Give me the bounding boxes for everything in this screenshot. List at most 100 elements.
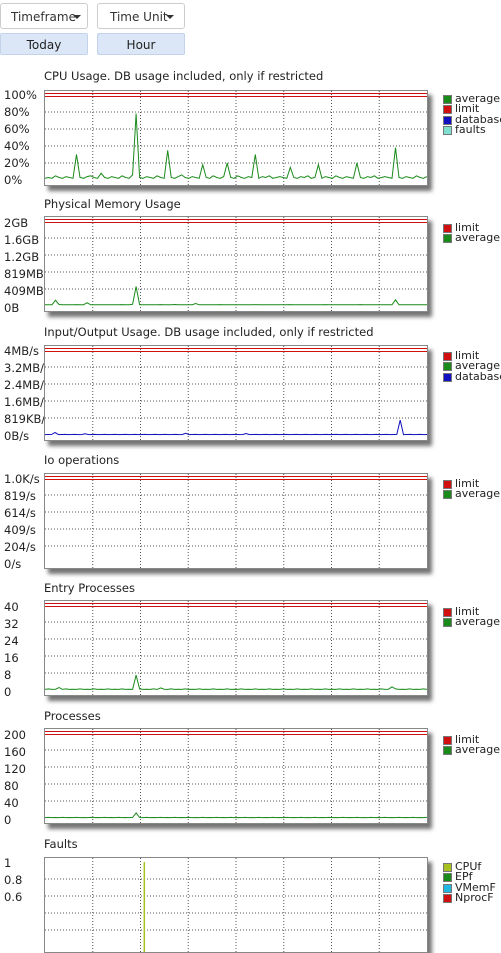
legend-label: average: [455, 487, 501, 501]
chart-4-y-tick-label: 1.0K/s: [4, 472, 40, 486]
chart-7-y-tick-label: 0.6: [4, 890, 23, 904]
chart-6-y-tick-label: 200: [4, 728, 26, 742]
chart-4-y-tick-label: 0/s: [4, 557, 22, 571]
chart-5-y-tick-label: 0: [4, 685, 12, 699]
legend-swatch: [443, 125, 452, 135]
legend-item-average: average: [443, 487, 501, 501]
legend-item-limit: limit: [443, 222, 500, 233]
legend-label: average: [455, 231, 501, 245]
legend-item-average: average: [443, 743, 501, 757]
legend-label: limit: [455, 477, 480, 490]
legend-swatch: [443, 490, 452, 500]
legend-label: limit: [455, 349, 480, 362]
chart-3-y-tick-label: 0B/s: [4, 429, 30, 443]
legend-swatch: [443, 873, 452, 883]
legend-item-VMemF: VMemF: [443, 880, 496, 894]
legend-label: average: [455, 743, 501, 757]
chart-4-y-tick-label: 819/s: [4, 489, 36, 503]
time-unit-dropdown[interactable]: Time Unit: [97, 3, 185, 29]
chart-3-legend: limit average database: [443, 349, 501, 383]
legend-label: NprocF: [455, 890, 494, 904]
hour-button[interactable]: Hour: [97, 33, 185, 55]
legend-label: VMemF: [455, 880, 496, 894]
legend-item-average: average: [443, 231, 501, 245]
chart-7-y-tick-label: 0.8: [4, 873, 23, 887]
chart-2-plot-area: [44, 216, 428, 312]
chart-6-y-tick-label: 120: [4, 762, 26, 776]
legend-item-limit: limit: [443, 349, 501, 362]
chart-5-y-tick-label: 16: [4, 651, 19, 665]
chart-7-title: Faults: [44, 837, 78, 851]
chart-1-y-tick-label: 40%: [4, 139, 30, 153]
chart-6-y-tick-label: 0: [4, 813, 12, 827]
chart-5-y-tick-label: 8: [4, 668, 12, 682]
chart-2-series-average: [45, 286, 427, 306]
legend-item-database: database: [443, 114, 501, 125]
chart-4-y-tick-label: 614/s: [4, 506, 36, 520]
chart-4-title: Io operations: [44, 453, 120, 467]
chart-1-y-tick-label: 100%: [4, 88, 37, 102]
legend-item-limit: limit: [443, 477, 500, 490]
legend-swatch: [443, 618, 452, 628]
legend-item-CPUf: CPUf: [443, 860, 496, 873]
chart-3-y-tick-label: 3.2MB/s: [4, 361, 50, 375]
chart-4-legend: limit average: [443, 477, 501, 501]
legend-label: limit: [455, 102, 480, 116]
chart-6-plot-area: [44, 728, 428, 824]
legend-item-NprocF: NprocF: [443, 890, 496, 904]
chart-4-y-tick-label: 204/s: [4, 540, 36, 554]
legend-swatch: [443, 883, 452, 893]
legend-item-average: average: [443, 93, 501, 104]
chart-6-y-tick-label: 40: [4, 796, 19, 810]
chart-1-series-average: [45, 113, 427, 180]
legend-label: CPUf: [455, 860, 482, 873]
chart-1-legend: average limit database faults: [443, 93, 501, 136]
legend-item-average: average: [443, 359, 501, 373]
legend-swatch: [443, 863, 452, 872]
time-unit-label: Time Unit: [110, 10, 168, 24]
chart-2-y-tick-label: 1.6GB: [4, 233, 40, 247]
chart-1-y-tick-label: 80%: [4, 105, 30, 119]
today-button[interactable]: Today: [0, 33, 88, 55]
legend-item-limit: limit: [443, 102, 501, 116]
legend-swatch: [443, 115, 452, 125]
legend-label: limit: [455, 605, 480, 618]
chart-5-series-average: [45, 674, 427, 690]
legend-swatch: [443, 736, 452, 745]
legend-swatch: [443, 105, 452, 115]
legend-swatch: [443, 746, 452, 756]
chart-2-y-tick-label: 409MB: [4, 284, 44, 298]
chart-2-y-tick-label: 819MB: [4, 267, 44, 281]
chart-2-svg: [45, 217, 427, 311]
chart-6-svg: [45, 729, 427, 823]
chart-7-plot-area: [44, 857, 428, 953]
chart-1-y-tick-label: 60%: [4, 122, 30, 136]
chart-1-svg: [45, 91, 427, 185]
chart-6-legend: limit average: [443, 733, 501, 757]
legend-item-faults: faults: [443, 122, 501, 136]
legend-swatch: [443, 372, 452, 382]
timeframe-dropdown[interactable]: Timeframe: [0, 3, 88, 29]
legend-label: database: [455, 369, 501, 383]
legend-swatch: [443, 234, 452, 244]
legend-swatch: [443, 893, 452, 903]
legend-swatch: [443, 362, 452, 372]
legend-label: limit: [455, 733, 480, 746]
caret-down-icon: [73, 15, 81, 19]
legend-item-EPf: EPf: [443, 871, 496, 883]
chart-6-y-tick-label: 160: [4, 745, 26, 759]
chart-5-legend: limit average: [443, 605, 501, 629]
legend-swatch: [443, 480, 452, 489]
chart-4-plot-area: [44, 473, 428, 569]
chart-2-title: Physical Memory Usage: [44, 197, 181, 211]
legend-label: average: [455, 615, 501, 629]
legend-item-limit: limit: [443, 605, 500, 618]
chart-3-series-database: [45, 419, 427, 436]
chart-3-y-tick-label: 2.4MB/s: [4, 378, 50, 392]
legend-item-limit: limit: [443, 733, 500, 746]
legend-label: faults: [455, 122, 486, 136]
legend-swatch: [443, 352, 452, 361]
chart-3-y-tick-label: 4MB/s: [4, 344, 39, 358]
chart-1-y-tick-label: 0%: [4, 173, 23, 187]
legend-label: average: [455, 359, 501, 373]
